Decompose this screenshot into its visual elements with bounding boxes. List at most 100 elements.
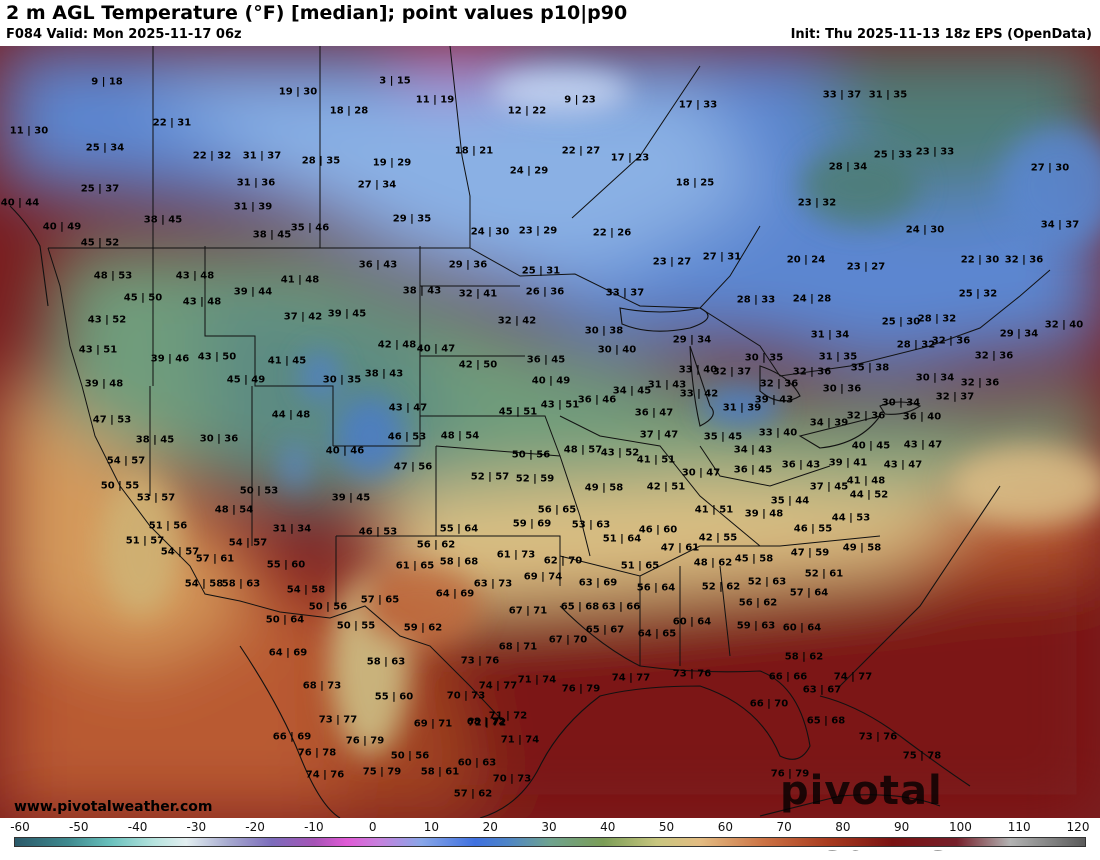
point-value-label: 43 | 48 bbox=[175, 270, 215, 282]
point-value-label: 46 | 55 bbox=[793, 523, 833, 535]
point-value-label: 37 | 45 bbox=[809, 481, 849, 493]
point-value-label: 30 | 35 bbox=[744, 352, 784, 364]
point-value-label: 76 | 79 bbox=[770, 768, 810, 780]
point-value-label: 45 | 51 bbox=[498, 406, 538, 418]
point-value-label: 40 | 49 bbox=[531, 375, 571, 387]
point-value-label: 54 | 57 bbox=[228, 537, 268, 549]
point-value-label: 24 | 30 bbox=[470, 226, 510, 238]
temperature-map[interactable]: 9 | 18 19 | 30 3 | 15 11 | 19 12 | 22 9 | 23 1… bbox=[0, 46, 1100, 818]
point-value-label: 68 | 71 bbox=[498, 641, 538, 653]
point-value-label: 28 | 34 bbox=[828, 161, 868, 173]
point-value-label: 47 | 61 bbox=[660, 542, 700, 554]
point-value-label: 31 | 39 bbox=[233, 201, 273, 213]
point-value-label: 23 | 33 bbox=[915, 146, 955, 158]
point-value-label: 33 | 42 bbox=[679, 388, 719, 400]
point-value-label: 50 | 64 bbox=[265, 614, 305, 626]
point-value-label: 64 | 65 bbox=[637, 628, 677, 640]
point-value-label: 72 | 72 bbox=[467, 717, 507, 729]
point-value-label: 27 | 30 bbox=[1030, 162, 1070, 174]
header: 2 m AGL Temperature (°F) [median]; point… bbox=[0, 0, 1100, 46]
point-value-label: 28 | 32 bbox=[896, 339, 936, 351]
point-value-label: 69 | 74 bbox=[523, 571, 563, 583]
point-value-label: 50 | 56 bbox=[511, 449, 551, 461]
point-value-label: 43 | 51 bbox=[78, 344, 118, 356]
point-value-label: 25 | 37 bbox=[80, 183, 120, 195]
point-value-label: 18 | 28 bbox=[329, 105, 369, 117]
point-value-label: 31 | 43 bbox=[647, 379, 687, 391]
point-value-label: 32 | 42 bbox=[497, 315, 537, 327]
point-value-label: 42 | 51 bbox=[646, 481, 686, 493]
point-value-label: 34 | 39 bbox=[809, 417, 849, 429]
point-value-label: 42 | 50 bbox=[458, 359, 498, 371]
point-value-label: 53 | 63 bbox=[571, 519, 611, 531]
point-value-label: 63 | 73 bbox=[473, 578, 513, 590]
point-value-label: 29 | 35 bbox=[392, 213, 432, 225]
point-value-label: 28 | 35 bbox=[301, 155, 341, 167]
point-value-label: 52 | 57 bbox=[470, 471, 510, 483]
point-value-label: 30 | 34 bbox=[915, 372, 955, 384]
point-value-label: 76 | 78 bbox=[297, 747, 337, 759]
colorbar-tick-label: -30 bbox=[186, 820, 207, 834]
point-value-label: 32 | 36 bbox=[846, 410, 886, 422]
point-value-label: 40 | 49 bbox=[42, 221, 82, 233]
colorbar-tick-label: 50 bbox=[658, 820, 675, 834]
point-value-label: 35 | 46 bbox=[290, 222, 330, 234]
point-value-label: 32 | 37 bbox=[935, 391, 975, 403]
point-value-label: 32 | 40 bbox=[1044, 319, 1084, 331]
point-value-label: 39 | 45 bbox=[331, 492, 371, 504]
point-value-label: 51 | 56 bbox=[148, 520, 188, 532]
point-value-label: 49 | 58 bbox=[842, 542, 882, 554]
point-value-label: 31 | 35 bbox=[818, 351, 858, 363]
point-value-label: 54 | 57 bbox=[106, 455, 146, 467]
point-value-label: 51 | 57 bbox=[125, 535, 165, 547]
point-value-label: 46 | 60 bbox=[638, 524, 678, 536]
point-value-label: 32 | 36 bbox=[960, 377, 1000, 389]
point-value-label: 50 | 53 bbox=[239, 485, 279, 497]
point-value-label: 63 | 69 bbox=[578, 577, 618, 589]
point-value-label: 32 | 36 bbox=[759, 378, 799, 390]
point-value-label: 73 | 77 bbox=[318, 714, 358, 726]
point-value-label: 22 | 26 bbox=[592, 227, 632, 239]
colorbar-strip bbox=[14, 837, 1086, 847]
point-value-label: 25 | 32 bbox=[958, 288, 998, 300]
point-value-label: 71 | 72 bbox=[488, 710, 528, 722]
point-value-label: 34 | 43 bbox=[733, 444, 773, 456]
point-value-label: 38 | 43 bbox=[364, 368, 404, 380]
point-value-label: 18 | 25 bbox=[675, 177, 715, 189]
point-value-label: 74 | 77 bbox=[833, 671, 873, 683]
point-value-label: 51 | 64 bbox=[602, 533, 642, 545]
point-value-label: 67 | 71 bbox=[508, 605, 548, 617]
point-value-label: 32 | 41 bbox=[458, 288, 498, 300]
point-value-label: 44 | 48 bbox=[271, 409, 311, 421]
point-value-label: 42 | 48 bbox=[377, 339, 417, 351]
point-value-label: 9 | 23 bbox=[564, 94, 596, 106]
colorbar: -60 -50 -40 -30 -20 -10 0 10 20 30 40 50 60 70 80 90 100… bbox=[0, 818, 1100, 850]
point-value-label: 36 | 46 bbox=[577, 394, 617, 406]
point-value-label: 65 | 68 bbox=[806, 715, 846, 727]
colorbar-tick-label: 80 bbox=[835, 820, 851, 834]
website-credit: www.pivotalweather.com bbox=[14, 799, 213, 815]
point-value-label: 60 | 64 bbox=[672, 616, 712, 628]
point-value-label: 41 | 51 bbox=[636, 454, 676, 466]
init-time: Init: Thu 2025-11-13 18z EPS (OpenData) bbox=[790, 27, 1092, 42]
point-value-label: 47 | 56 bbox=[393, 461, 433, 473]
point-value-label: 58 | 61 bbox=[420, 766, 460, 778]
point-value-label: 25 | 33 bbox=[873, 149, 913, 161]
point-value-label: 64 | 69 bbox=[268, 647, 308, 659]
point-value-label: 71 | 74 bbox=[500, 734, 540, 746]
point-value-label: 23 | 27 bbox=[846, 261, 886, 273]
point-value-label: 70 | 73 bbox=[446, 690, 486, 702]
point-value-label: 53 | 57 bbox=[136, 492, 176, 504]
point-value-label: 68 | 72 bbox=[466, 716, 506, 728]
point-value-label: 74 | 76 bbox=[305, 769, 345, 781]
point-value-label: 34 | 37 bbox=[1040, 219, 1080, 231]
point-value-label: 50 | 55 bbox=[100, 480, 140, 492]
point-value-label: 33 | 40 bbox=[678, 364, 718, 376]
point-value-label: 33 | 37 bbox=[822, 89, 862, 101]
point-value-label: 52 | 61 bbox=[804, 568, 844, 580]
point-value-label: 47 | 53 bbox=[92, 414, 132, 426]
point-value-label: 56 | 62 bbox=[416, 539, 456, 551]
point-value-label: 36 | 40 bbox=[902, 411, 942, 423]
point-value-label: 60 | 64 bbox=[782, 622, 822, 634]
point-value-label: 17 | 33 bbox=[678, 99, 718, 111]
